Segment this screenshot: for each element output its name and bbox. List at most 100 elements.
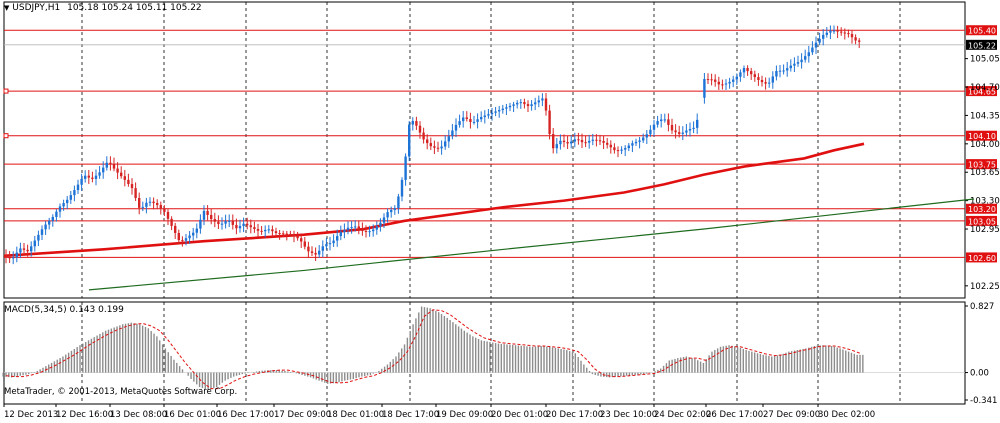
candle-body (350, 227, 353, 229)
candle-body (386, 212, 389, 218)
candle-body (30, 246, 33, 252)
candle-body (346, 227, 350, 230)
candle-body (408, 124, 411, 157)
candle-body (141, 206, 144, 208)
candle-body (433, 146, 436, 148)
candle-body (242, 223, 245, 227)
candle-body (807, 52, 810, 57)
candle-body (440, 146, 443, 149)
x-tick-label: 16 Dec 01:00 (164, 410, 221, 420)
price-level-label: 105.40 (968, 27, 996, 36)
price-level-tag (966, 159, 997, 170)
candle-body (656, 121, 659, 125)
candle-body (429, 143, 432, 147)
candle-body (847, 33, 850, 35)
candle-body (8, 257, 11, 259)
candle-body (4, 255, 8, 258)
candle-body (289, 233, 292, 235)
candle-body (400, 179, 404, 197)
candle-body (796, 62, 800, 64)
candle-body (15, 252, 18, 258)
candle-body (591, 139, 594, 141)
candle-body (130, 184, 134, 189)
candle-body (757, 77, 760, 80)
candle-body (26, 249, 29, 252)
candle-body (66, 199, 69, 204)
candle-body (177, 232, 180, 241)
candle-body (843, 32, 846, 34)
candle-body (570, 141, 573, 144)
candle-body (706, 79, 710, 81)
candle-body (152, 201, 155, 204)
candle-body (217, 221, 220, 225)
candle-body (595, 139, 598, 141)
candle-body (490, 112, 494, 115)
candle-body (285, 233, 288, 235)
candle-body (483, 115, 486, 118)
candle-body (703, 79, 706, 98)
candle-body (206, 210, 209, 215)
candle-body (55, 211, 58, 217)
candle-body (102, 167, 105, 173)
candle-body (282, 233, 285, 235)
candle-body (825, 32, 828, 35)
candle-body (663, 119, 666, 121)
candle-body (256, 229, 260, 231)
candle-body (606, 142, 609, 145)
candle-body (678, 132, 681, 134)
candle-body (332, 240, 335, 244)
candle-body (555, 144, 558, 149)
price-level-tag (966, 86, 997, 97)
candle-body (526, 104, 530, 107)
candle-body (253, 227, 256, 230)
candle-body (307, 246, 310, 252)
x-tick-label: 17 Dec 09:00 (274, 410, 331, 420)
candle-body (73, 190, 76, 196)
candle-body (354, 226, 357, 228)
candle-body (300, 238, 303, 242)
candle-body (750, 71, 753, 75)
candle-body (379, 222, 382, 227)
candle-body (850, 34, 854, 38)
x-tick-label: 26 Dec 17:00 (706, 410, 763, 420)
candle-body (804, 56, 807, 60)
x-tick-label: 20 Dec 17:00 (546, 410, 603, 420)
candle-body (541, 98, 544, 101)
candle-body (278, 233, 281, 235)
candle-body (343, 229, 346, 233)
candle-body (674, 130, 677, 133)
candle-body (336, 236, 339, 241)
candle-body (390, 209, 393, 213)
candle-body (534, 102, 537, 105)
candle-body (739, 72, 742, 77)
current-price-label: 105.22 (968, 41, 996, 50)
price-level-tag (966, 203, 997, 214)
symbol-title: ▼ USDJPY,H1 105.18 105.24 105.11 105.22 (4, 3, 202, 13)
candle-body (523, 102, 526, 105)
candle-body (411, 120, 414, 125)
price-level-tag (966, 25, 997, 36)
candle-body (494, 111, 497, 113)
candle-body (505, 107, 508, 109)
y-tick-label: 104.70 (970, 83, 1000, 93)
candle-body (487, 114, 490, 116)
candle-body (339, 232, 342, 237)
candle-body (109, 162, 112, 165)
candle-body (22, 248, 26, 250)
candle-body (415, 120, 418, 126)
macd-label: MACD(5,34,5) 0.143 0.199 (4, 305, 124, 315)
candle-body (552, 133, 555, 149)
candle-body (94, 175, 98, 179)
candle-body (854, 37, 857, 41)
candle-body (544, 98, 548, 111)
candle-body (264, 229, 267, 232)
candle-body (220, 223, 224, 225)
collapse-arrow-icon[interactable]: ▼ (4, 4, 10, 12)
candle-body (728, 81, 731, 84)
candle-body (116, 168, 119, 173)
candle-body (559, 140, 562, 145)
candle-body (512, 104, 515, 106)
candle-body (714, 79, 717, 82)
